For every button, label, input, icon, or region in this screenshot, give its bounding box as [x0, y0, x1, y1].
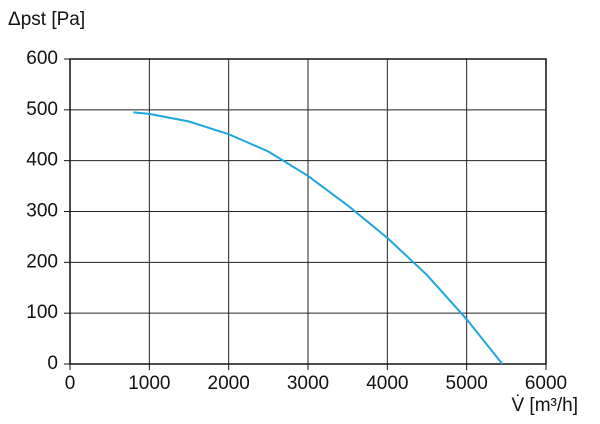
x-tick-label: 4000: [366, 373, 408, 394]
y-axis-label: Δpst [Pa]: [8, 9, 85, 30]
fan-curve: [133, 111, 504, 365]
y-tick-label: 0: [47, 353, 58, 374]
x-tick-label: 3000: [287, 373, 329, 394]
y-tick-label: 200: [26, 251, 58, 272]
x-tick-label: 6000: [525, 373, 567, 394]
y-tick-label: 400: [26, 150, 58, 171]
plot-frame: [69, 58, 547, 365]
y-tick-label: 600: [26, 48, 58, 69]
x-tick-label: 0: [65, 373, 76, 394]
x-tick-label: 5000: [446, 373, 488, 394]
x-tick-label: 1000: [128, 373, 170, 394]
y-tick-label: 500: [26, 99, 58, 120]
y-tick-label: 300: [26, 201, 58, 222]
y-tick-label: 100: [26, 302, 58, 323]
x-tick-label: 2000: [208, 373, 250, 394]
x-axis-label: V̇ [m³/h]: [511, 395, 578, 416]
